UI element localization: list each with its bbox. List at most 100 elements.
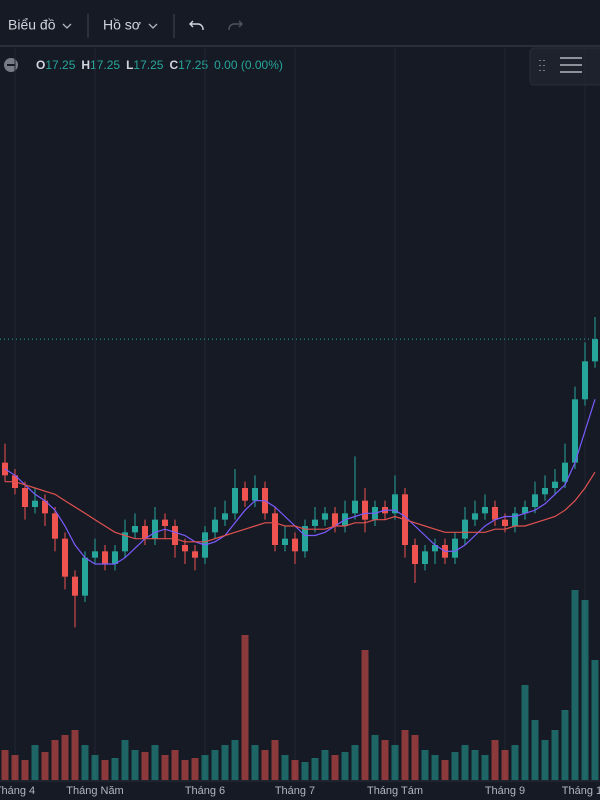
volume-bar	[131, 750, 139, 780]
candle-body	[562, 462, 568, 482]
candle-body	[222, 513, 228, 520]
undo-button[interactable]	[189, 20, 204, 30]
candle-body	[552, 481, 558, 488]
candle-body	[162, 519, 168, 526]
ohlc-label: C	[169, 58, 178, 72]
volume-bar	[101, 760, 109, 780]
candle-body	[102, 551, 108, 564]
volume-bar	[541, 740, 549, 780]
x-tick-label: Tháng 9	[485, 785, 525, 797]
candle-body	[242, 488, 248, 501]
candle-body	[52, 513, 58, 539]
x-tick-label: Tháng 6	[185, 785, 225, 797]
x-tick-label: Tháng 10	[562, 785, 600, 797]
candle-body	[352, 500, 358, 514]
candle-body	[82, 557, 88, 596]
candle-body	[172, 526, 178, 545]
candle-body	[142, 526, 148, 539]
ohlc-value: 17.25	[133, 58, 163, 72]
ohlc-value: 17.25	[178, 58, 208, 72]
volume-bar	[301, 762, 309, 780]
x-tick-label: Tháng Năm	[66, 785, 123, 797]
volume-bar	[561, 710, 569, 780]
chart-menu[interactable]: Biểu đồ	[8, 17, 56, 33]
candle-body	[302, 526, 308, 552]
profile-menu[interactable]: Hồ sơ	[103, 17, 141, 33]
volume-bar	[231, 740, 239, 780]
volume-bar	[111, 758, 119, 780]
candle-body	[462, 519, 468, 539]
candle-body	[22, 488, 28, 507]
volume-bar	[121, 740, 129, 780]
volume-bar	[331, 755, 339, 780]
volume-bar	[481, 755, 489, 780]
volume-bar	[251, 745, 259, 780]
volume-bar	[21, 760, 29, 780]
candle-body	[132, 526, 138, 533]
volume-bar	[391, 745, 399, 780]
candle-body	[512, 513, 518, 526]
candle-body	[422, 551, 428, 564]
object-tree-widget[interactable]	[529, 47, 600, 86]
volume-bar	[461, 745, 469, 780]
volume-bar	[191, 758, 199, 780]
chevron	[62, 23, 72, 29]
candle-body	[62, 538, 68, 577]
ohlc-label: O	[36, 58, 45, 72]
layers-icon	[560, 57, 582, 73]
candle-body	[412, 545, 418, 564]
ohlc-value: 17.25	[90, 58, 120, 72]
volume-bar	[271, 740, 279, 780]
volume-bar	[591, 660, 599, 780]
volume-bar	[201, 755, 209, 780]
candle-body	[522, 507, 528, 514]
volume-bar	[501, 750, 509, 780]
candle-body	[362, 500, 368, 520]
volume-bar	[171, 750, 179, 780]
volume-bar	[221, 745, 229, 780]
candle-body	[232, 488, 238, 514]
volume-bar	[281, 755, 289, 780]
volume-bar	[141, 752, 149, 780]
redo-button[interactable]	[228, 20, 243, 30]
candle-body	[492, 507, 498, 520]
volume-bar	[511, 745, 519, 780]
volume-bar	[1, 750, 9, 780]
drag-handle	[539, 60, 545, 71]
volume-bar	[161, 755, 169, 780]
candle-body	[292, 538, 298, 552]
volume-bar	[321, 750, 329, 780]
candle-body	[542, 488, 548, 495]
volume-bar	[31, 745, 39, 780]
volume-bar	[531, 720, 539, 780]
volume-bar	[401, 730, 409, 780]
candle-body	[392, 494, 398, 514]
volume-bar	[521, 685, 529, 780]
candle-body	[182, 545, 188, 552]
ohlc-label: L	[126, 58, 133, 72]
x-tick-label: Tháng 4	[0, 785, 35, 797]
candle-body	[312, 519, 318, 526]
volume-bar	[381, 740, 389, 780]
candle-body	[282, 538, 288, 545]
moving-average-line	[4, 399, 596, 565]
candle-body	[72, 576, 78, 596]
volume-bar	[51, 740, 59, 780]
candle-body	[252, 488, 258, 501]
ohlc-legend: O17.25 H17.25 L17.25 C17.25 0.00 (0.00%)	[36, 58, 283, 72]
candle-body	[332, 513, 338, 526]
candle-body	[322, 513, 328, 520]
plot-area: Tháng 4 Tháng Năm Tháng 6 Tháng 7 Tháng Tám T…	[0, 48, 600, 797]
volume-bar	[351, 745, 359, 780]
candle-body	[582, 361, 588, 400]
volume-bar	[41, 752, 49, 780]
volume-bar	[451, 752, 459, 780]
volume-bar	[471, 750, 479, 780]
volume-bar	[361, 650, 369, 780]
candle-body	[112, 551, 118, 564]
volume-bar	[421, 750, 429, 780]
moving-average-line	[5, 471, 596, 543]
candle-body	[532, 494, 538, 507]
